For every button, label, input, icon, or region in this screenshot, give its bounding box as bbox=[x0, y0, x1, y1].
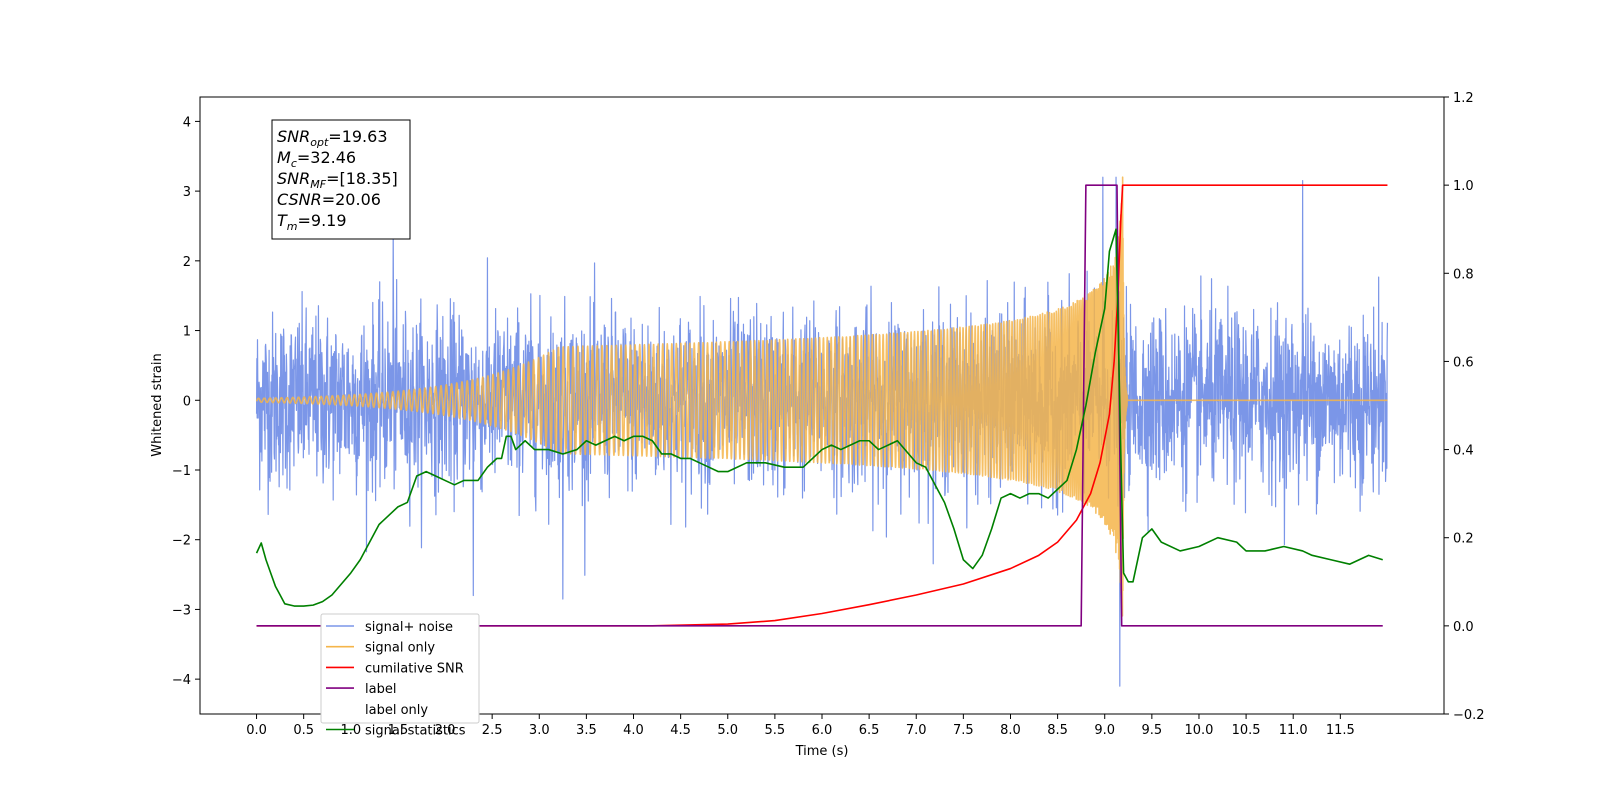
x-tick-label: 1.0 bbox=[340, 723, 361, 738]
legend-frame bbox=[320, 613, 480, 724]
x-tick-label: 2.5 bbox=[482, 723, 503, 738]
x-tick-label: 9.5 bbox=[1142, 723, 1163, 738]
left-y-axis-ticks: 4 3 2 1 0 −1 −2 −3 −4 bbox=[172, 115, 200, 688]
info-box-line: Tm=9.19 bbox=[277, 211, 347, 233]
right-y-tick-label: 1.0 bbox=[1453, 179, 1474, 194]
right-y-tick-label: 0.2 bbox=[1453, 532, 1474, 547]
x-axis-label: Time (s) bbox=[795, 744, 849, 759]
left-y-tick-label: 4 bbox=[183, 115, 191, 130]
left-y-tick-label: 3 bbox=[183, 185, 191, 200]
info-box-line: CSNR=20.06 bbox=[277, 190, 381, 209]
legend-entry: signal only bbox=[365, 641, 435, 656]
x-tick-label: 8.5 bbox=[1047, 723, 1068, 738]
info-box-line: Mc=32.46 bbox=[277, 148, 356, 170]
left-y-tick-label: −4 bbox=[172, 673, 191, 688]
series-signal-statistics bbox=[255, 228, 1383, 607]
x-tick-label: 10.0 bbox=[1184, 723, 1213, 738]
info-box-frame bbox=[271, 119, 411, 240]
x-tick-label: 0.5 bbox=[293, 723, 314, 738]
y-axis-label: Whitened strain bbox=[150, 353, 165, 456]
x-axis-ticks: 0.0 0.5 1.0 1.5 2.0 2.5 3.0 3.5 4.0 4.5 5.0 5.5 6.0 6… bbox=[246, 714, 1355, 738]
right-y-tick-label: −0.2 bbox=[1453, 708, 1485, 723]
left-y-tick-label: −3 bbox=[172, 603, 191, 618]
info-box-line: SNRMF=[18.35] bbox=[277, 169, 398, 191]
right-y-tick-label: 0.0 bbox=[1453, 620, 1474, 635]
x-tick-label: 10.5 bbox=[1232, 723, 1261, 738]
left-y-tick-label: −2 bbox=[172, 534, 191, 549]
legend: signal+ noise signal only cumilative SNR la… bbox=[320, 613, 480, 739]
x-tick-label: 6.0 bbox=[812, 723, 833, 738]
x-tick-label: 9.0 bbox=[1094, 723, 1115, 738]
right-y-tick-label: 0.6 bbox=[1453, 355, 1474, 370]
x-tick-label: 11.0 bbox=[1279, 723, 1308, 738]
info-box: SNRopt=19.63Mc=32.46SNRMF=[18.35]CSNR=20… bbox=[271, 119, 411, 240]
x-tick-label: 8.0 bbox=[1000, 723, 1021, 738]
x-tick-label: 3.0 bbox=[529, 723, 550, 738]
legend-entry: cumilative SNR bbox=[365, 661, 464, 676]
x-tick-label: 11.5 bbox=[1326, 723, 1355, 738]
x-tick-label: 0.0 bbox=[246, 723, 267, 738]
x-tick-label: 5.5 bbox=[765, 723, 786, 738]
x-tick-label: 4.5 bbox=[670, 723, 691, 738]
legend-entry: signal+ noise bbox=[365, 620, 453, 635]
x-tick-label: 2.0 bbox=[435, 723, 456, 738]
legend-entry: signal statistics bbox=[365, 724, 466, 739]
x-tick-label: 1.5 bbox=[388, 723, 409, 738]
series-label bbox=[256, 184, 1383, 627]
x-tick-label: 4.0 bbox=[623, 723, 644, 738]
right-y-axis-ticks: 1.2 1.0 0.8 0.6 0.4 0.2 0.0 −0.2 bbox=[1444, 91, 1485, 723]
info-box-line: SNRopt=19.63 bbox=[277, 127, 388, 149]
legend-entry: label only bbox=[365, 703, 428, 718]
x-tick-label: 6.5 bbox=[859, 723, 880, 738]
x-tick-label: 7.0 bbox=[906, 723, 927, 738]
right-y-tick-label: 0.4 bbox=[1453, 444, 1474, 459]
left-y-tick-label: 0 bbox=[183, 394, 191, 409]
legend-entry: label bbox=[365, 682, 396, 697]
series-layer bbox=[255, 176, 1389, 687]
left-y-tick-label: 2 bbox=[183, 255, 191, 270]
x-tick-label: 3.5 bbox=[576, 723, 597, 738]
right-y-tick-label: 1.2 bbox=[1453, 91, 1474, 106]
x-tick-label: 5.0 bbox=[717, 723, 738, 738]
right-y-tick-label: 0.8 bbox=[1453, 267, 1474, 282]
left-y-tick-label: 1 bbox=[183, 325, 191, 340]
x-tick-label: 7.5 bbox=[953, 723, 974, 738]
series-signal-only bbox=[255, 176, 1389, 617]
left-y-tick-label: −1 bbox=[172, 464, 191, 479]
